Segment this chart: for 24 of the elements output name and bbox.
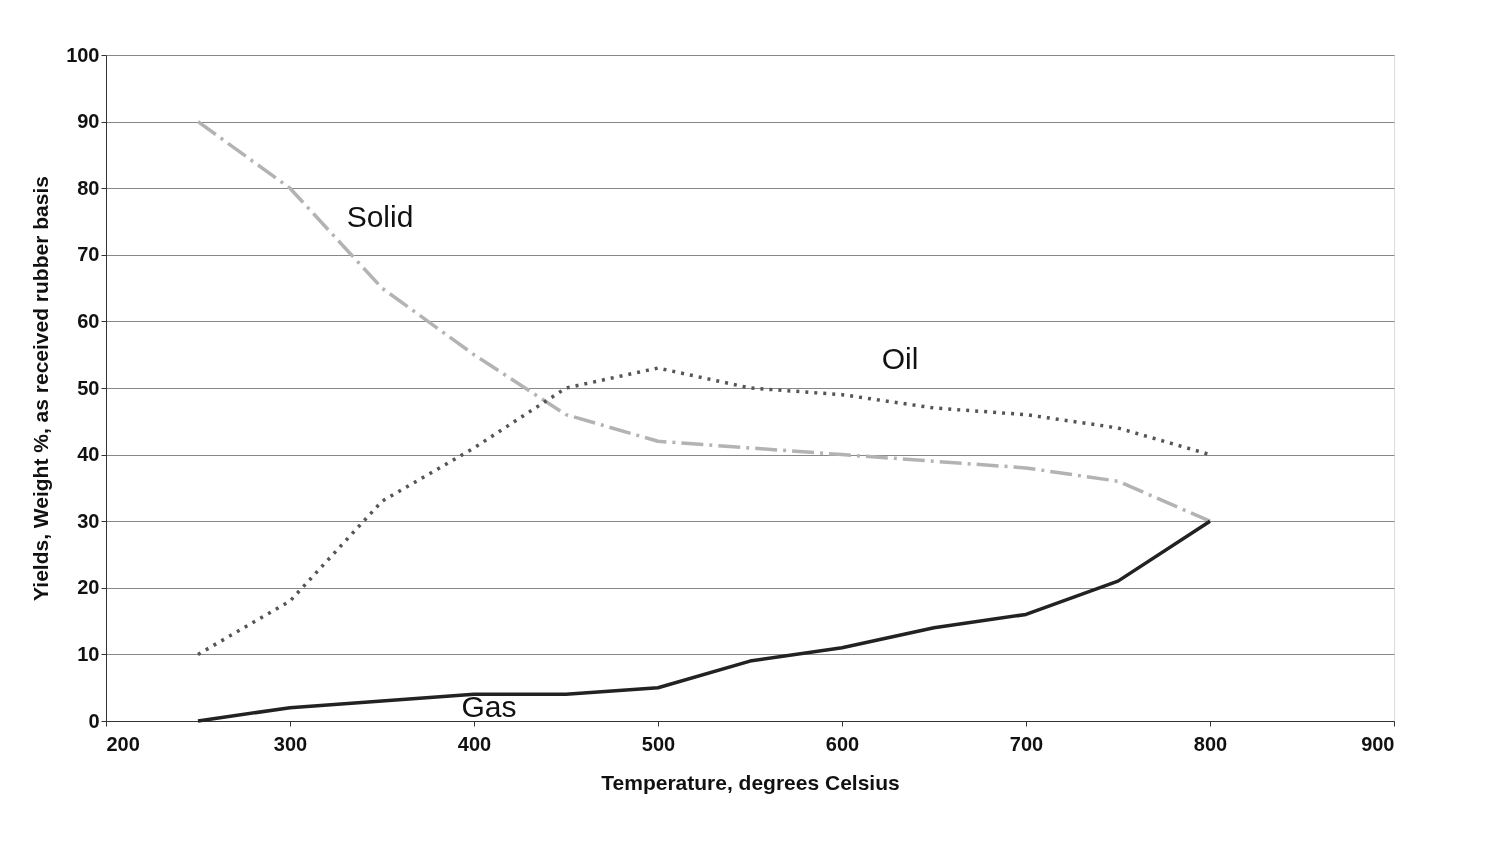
x-axis-title: Temperature, degrees Celsius	[601, 770, 900, 794]
series-label: Oil	[881, 341, 919, 375]
y-tick-label: 40	[77, 443, 100, 466]
y-axis-title: Yields, Weight %, as received rubber basis	[29, 176, 53, 601]
x-tick-label: 300	[273, 732, 308, 755]
x-tick-label: 600	[825, 732, 860, 755]
y-tick-label: 20	[77, 576, 100, 599]
y-tick-label: 50	[77, 376, 100, 399]
x-tick-label: 500	[641, 732, 676, 755]
y-tick-label: 30	[77, 509, 100, 532]
y-tick-label: 60	[77, 309, 100, 332]
y-tick-label: 10	[77, 642, 100, 665]
series-label: Gas	[461, 690, 517, 724]
x-tick-label: 900	[1361, 732, 1395, 755]
y-tick-label: 0	[88, 709, 100, 732]
y-tick-label: 70	[77, 243, 100, 266]
x-tick-label: 800	[1193, 732, 1228, 755]
y-tick-label: 90	[77, 110, 100, 133]
x-tick-label: 700	[1009, 732, 1044, 755]
series-label: Solid	[346, 200, 414, 234]
x-tick-label: 200	[106, 732, 140, 755]
y-tick-label: 80	[77, 176, 100, 199]
y-tick-label: 100	[66, 43, 100, 66]
x-tick-label: 400	[457, 732, 492, 755]
